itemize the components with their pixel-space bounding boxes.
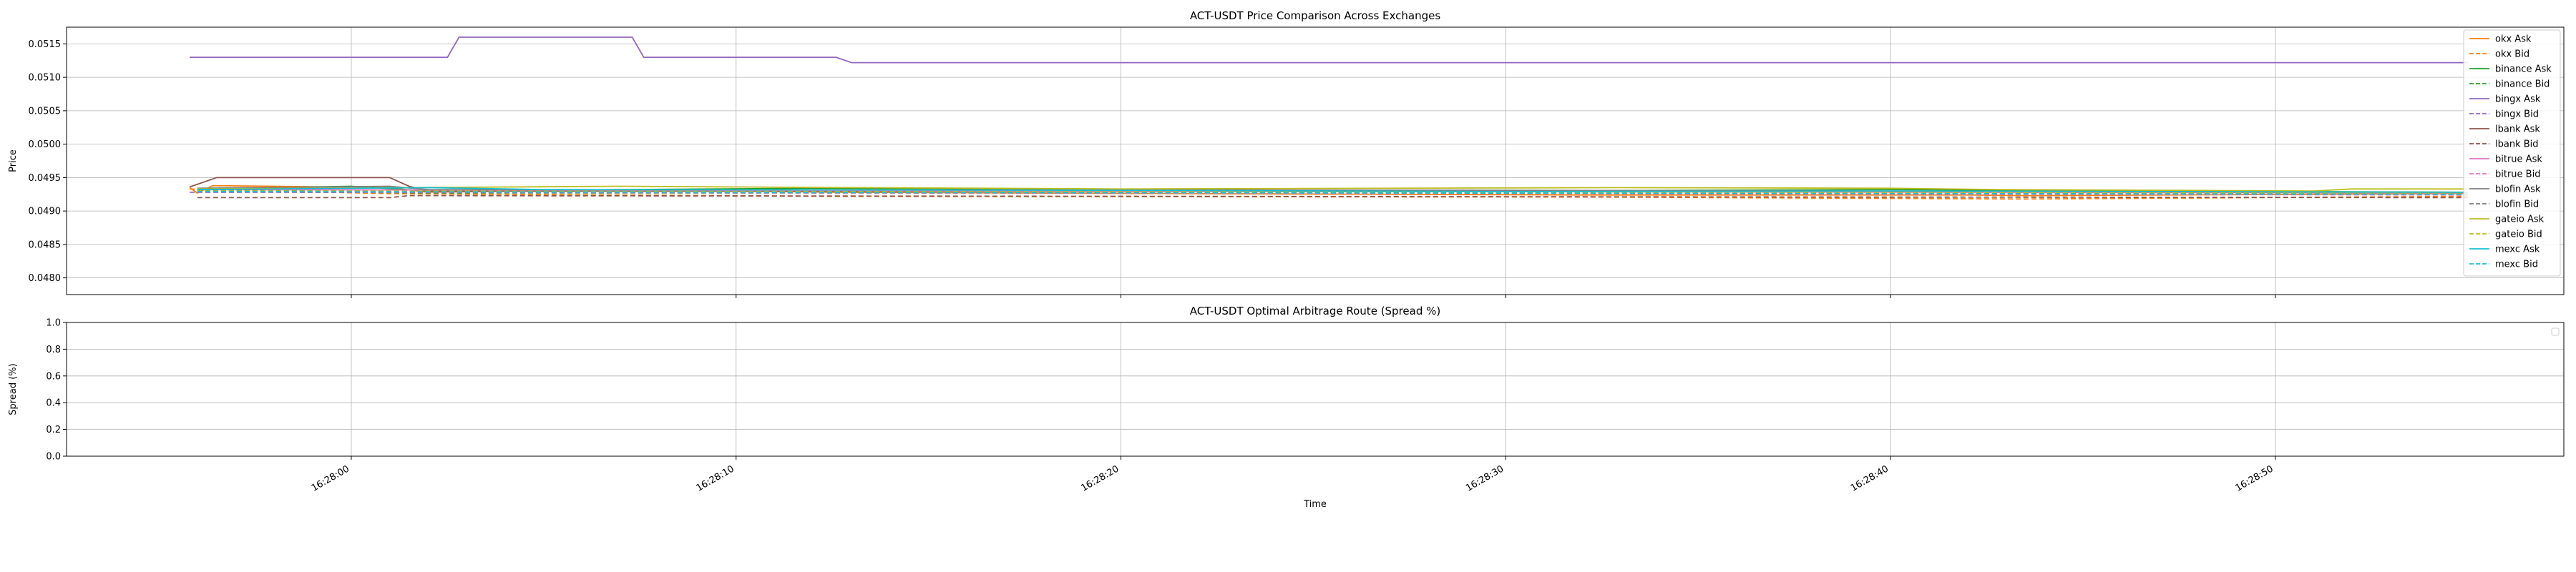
legend-label: blofin Bid: [2495, 199, 2539, 210]
spread-chart-frame: [66, 322, 2565, 457]
spread-chart-empty-legend: [2551, 327, 2560, 336]
series-line-gateio-ask: [197, 185, 2468, 192]
spread-chart-y-tick-label: 0.4: [46, 398, 61, 409]
legend-label: bitrue Bid: [2495, 169, 2540, 180]
spread-chart-x-label: Time: [1303, 499, 1327, 510]
legend-label: gateio Bid: [2495, 230, 2542, 240]
price-chart-title: ACT-USDT Price Comparison Across Exchang…: [1190, 9, 1441, 22]
price-chart-grid: [67, 27, 2564, 295]
price-chart-series: [189, 36, 2468, 200]
series-line-mexc-ask: [197, 187, 2468, 193]
spread-chart-title: ACT-USDT Optimal Arbitrage Route (Spread…: [1190, 305, 1441, 317]
price-chart-y-tick-label: 0.0495: [29, 173, 62, 184]
legend-label: gateio Ask: [2495, 214, 2545, 225]
price-chart-y-tick-label: 0.0510: [29, 73, 62, 84]
legend-label: blofin Ask: [2495, 184, 2541, 195]
spread-chart-y-tick-label: 0.2: [46, 425, 61, 435]
price-chart-y-tick-label: 0.0480: [29, 273, 62, 284]
spread-chart-y-tick-label: 1.0: [46, 318, 61, 329]
legend-label: binance Bid: [2495, 79, 2550, 90]
price-comparison-panel: ACT-USDT Price Comparison Across Exchang…: [8, 9, 2565, 298]
legend-box: [2463, 29, 2561, 277]
series-line-lbank-bid: [197, 194, 2468, 199]
spread-chart-y-tick-label: 0.8: [46, 345, 61, 355]
legend-label: mexc Bid: [2495, 260, 2538, 270]
series-line-bingx-ask: [190, 36, 2468, 64]
series-line-gateio-bid: [197, 190, 2468, 194]
legend-label: okx Ask: [2495, 34, 2532, 45]
price-chart-y-tick-label: 0.0515: [29, 39, 62, 50]
legend-label: binance Ask: [2495, 64, 2552, 75]
legend-label: mexc Ask: [2495, 245, 2540, 255]
spread-chart-y-label: Spread (%): [8, 363, 19, 415]
legend-label: bingx Ask: [2495, 94, 2541, 105]
legend-label: lbank Ask: [2495, 124, 2540, 135]
price-chart-y-label: Price: [8, 149, 19, 172]
price-chart-y-tick-label: 0.0505: [29, 106, 62, 117]
price-chart-x-ticks: [351, 295, 2276, 298]
spread-chart-y-ticks: 0.0 0.2 0.4 0.6 0.8 1.0: [46, 318, 67, 463]
price-chart-y-tick-label: 0.0485: [29, 240, 62, 250]
price-chart-y-tick-label: 0.0490: [29, 207, 62, 217]
legend-label: lbank Bid: [2495, 139, 2539, 150]
price-chart-frame: [66, 26, 2565, 295]
price-chart-legend: okx Ask okx Bid binance Ask binance Bid bing…: [2463, 29, 2561, 277]
price-chart-y-ticks: 0.0480 0.0485 0.0490 0.0495 0.0500 0.0505 0.05…: [29, 39, 67, 284]
legend-label: bitrue Ask: [2495, 154, 2542, 165]
legend-label: okx Bid: [2495, 49, 2529, 60]
legend-label: bingx Bid: [2495, 109, 2539, 120]
price-chart-y-tick-label: 0.0500: [29, 139, 62, 150]
spread-chart-y-tick-label: 0.6: [46, 371, 61, 382]
series-line-mexc-bid: [197, 191, 2468, 195]
spread-chart-y-tick-label: 0.0: [46, 452, 61, 463]
